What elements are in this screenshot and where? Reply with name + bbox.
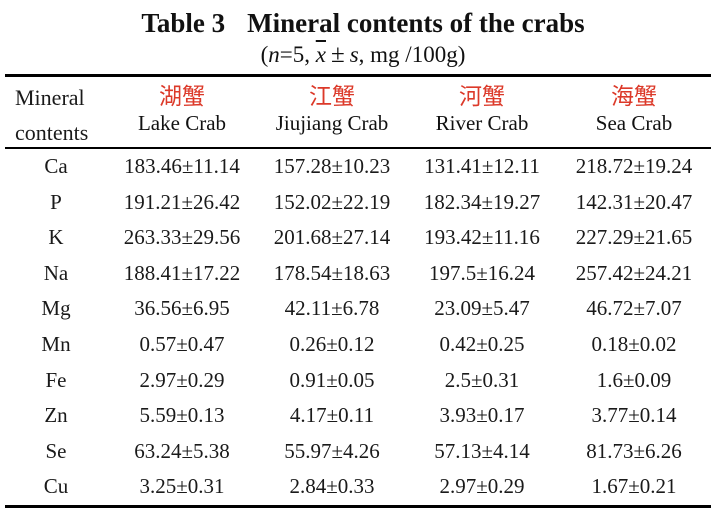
table-title-text: Mineral contents of the crabs — [247, 8, 585, 38]
header-jiujiang-crab-en: Jiujiang Crab — [275, 111, 389, 135]
header-sea-crab-zh: 海蟹 — [611, 84, 657, 109]
value-cell: 3.77±0.14 — [591, 403, 677, 428]
value-cell: 142.31±20.47 — [575, 189, 693, 214]
value-cell: 193.42±11.16 — [424, 225, 540, 250]
value-cell: 3.25±0.31 — [139, 474, 225, 499]
value-cell: 36.56±6.95 — [134, 296, 230, 321]
header-sea-crab-en: Sea Crab — [595, 111, 673, 135]
value-cell: 263.33±29.56 — [123, 225, 241, 250]
value-cell: 152.02±22.19 — [273, 189, 391, 214]
header-river-crab-zh: 河蟹 — [459, 84, 505, 109]
mineral-label: P — [50, 189, 62, 214]
mineral-label: Zn — [44, 403, 68, 428]
subtitle-s-symbol: s — [349, 42, 359, 67]
subtitle-n-value: =5, — [279, 42, 311, 67]
table-row: P 191.21±26.42 152.02±22.19 182.34±19.27 142… — [5, 185, 711, 221]
header-lake-crab-zh: 湖蟹 — [159, 84, 205, 109]
header-mineral-line2: contents — [15, 120, 89, 145]
mineral-label: Ca — [44, 154, 68, 178]
table-row: Cu 3.25±0.31 2.84±0.33 2.97±0.29 1.67±0.21 — [5, 469, 711, 505]
value-cell: 0.18±0.02 — [591, 331, 677, 356]
value-cell: 2.97±0.29 — [439, 474, 525, 499]
value-cell: 2.5±0.31 — [444, 367, 520, 392]
value-cell: 4.17±0.11 — [289, 403, 375, 428]
header-river-crab-en: River Crab — [435, 111, 529, 135]
table-title: Table 3 Mineral contents of the crabs — [0, 6, 726, 40]
table-row: Fe 2.97±0.29 0.91±0.05 2.5±0.31 1.6±0.09 — [5, 363, 711, 399]
value-cell: 218.72±19.24 — [575, 154, 693, 178]
header-jiujiang-crab-zh: 江蟹 — [309, 84, 355, 109]
header-mineral-contents: Mineral contents — [5, 77, 107, 147]
value-cell: 183.46±11.14 — [124, 154, 240, 178]
subtitle-n-symbol: n — [268, 42, 280, 67]
table-row: Se 63.24±5.38 55.97±4.26 57.13±4.14 81.73±6.… — [5, 434, 711, 470]
table-row: K 263.33±29.56 201.68±27.14 193.42±11.16 227… — [5, 220, 711, 256]
top-rule — [5, 74, 711, 77]
table-body: Ca 183.46±11.14 157.28±10.23 131.41±12.11 21… — [5, 149, 711, 505]
value-cell: 0.57±0.47 — [139, 331, 225, 356]
mineral-label: Mg — [41, 296, 71, 321]
value-cell: 5.59±0.13 — [139, 403, 225, 428]
header-lake-crab: 湖蟹 Lake Crab — [107, 77, 257, 147]
value-cell: 3.93±0.17 — [439, 403, 525, 428]
header-rule — [5, 147, 711, 149]
value-cell: 157.28±10.23 — [273, 154, 391, 178]
value-cell: 0.26±0.12 — [289, 331, 375, 356]
table-row: Mn 0.57±0.47 0.26±0.12 0.42±0.25 0.18±0.02 — [5, 327, 711, 363]
value-cell: 178.54±18.63 — [273, 260, 391, 285]
mineral-label: Na — [43, 260, 69, 285]
value-cell: 57.13±4.14 — [434, 438, 530, 463]
value-cell: 55.97±4.26 — [284, 438, 380, 463]
value-cell: 42.11±6.78 — [284, 296, 380, 321]
table-subtitle: (n=5, x ± s, mg /100g) — [0, 38, 726, 72]
mineral-label: Fe — [45, 367, 67, 392]
table-row: Ca 183.46±11.14 157.28±10.23 131.41±12.11 21… — [5, 149, 711, 185]
header-sea-crab: 海蟹 Sea Crab — [557, 77, 711, 147]
header-river-crab: 河蟹 River Crab — [407, 77, 557, 147]
header-lake-crab-en: Lake Crab — [137, 111, 227, 135]
value-cell: 2.84±0.33 — [289, 474, 375, 499]
value-cell: 201.68±27.14 — [273, 225, 391, 250]
subtitle-open-paren: ( — [260, 42, 269, 67]
subtitle-units: , mg /100g) — [358, 42, 466, 67]
value-cell: 227.29±21.65 — [575, 225, 693, 250]
plus-minus-symbol: ± — [330, 41, 345, 68]
table-number: Table 3 — [141, 8, 226, 38]
header-mineral-line1: Mineral — [15, 85, 85, 110]
subtitle-xbar-symbol: x — [315, 42, 326, 67]
value-cell: 0.42±0.25 — [439, 331, 525, 356]
value-cell: 257.42±24.21 — [575, 260, 693, 285]
value-cell: 0.91±0.05 — [289, 367, 375, 392]
value-cell: 46.72±7.07 — [586, 296, 682, 321]
value-cell: 1.67±0.21 — [591, 474, 677, 499]
mineral-label: Cu — [43, 474, 69, 499]
mineral-label: Mn — [41, 331, 71, 356]
value-cell: 188.41±17.22 — [123, 260, 241, 285]
value-cell: 197.5±16.24 — [428, 260, 536, 285]
mineral-contents-table: Mineral contents 湖蟹 Lake Crab 江蟹 Jiujian… — [5, 74, 711, 508]
value-cell: 191.21±26.42 — [123, 189, 241, 214]
value-cell: 1.6±0.09 — [596, 367, 672, 392]
table-row: Zn 5.59±0.13 4.17±0.11 3.93±0.17 3.77±0.14 — [5, 398, 711, 434]
table-header-row: Mineral contents 湖蟹 Lake Crab 江蟹 Jiujian… — [5, 77, 711, 147]
table-row: Mg 36.56±6.95 42.11±6.78 23.09±5.47 46.72±7.… — [5, 291, 711, 327]
value-cell: 2.97±0.29 — [139, 367, 225, 392]
value-cell: 81.73±6.26 — [586, 438, 682, 463]
value-cell: 131.41±12.11 — [424, 154, 540, 178]
mineral-label: K — [48, 225, 64, 250]
mineral-label: Se — [45, 438, 67, 463]
value-cell: 63.24±5.38 — [134, 438, 230, 463]
value-cell: 182.34±19.27 — [423, 189, 541, 214]
table-row: Na 188.41±17.22 178.54±18.63 197.5±16.24 257… — [5, 256, 711, 292]
bottom-rule — [5, 504, 711, 508]
value-cell: 23.09±5.47 — [434, 296, 530, 321]
header-jiujiang-crab: 江蟹 Jiujiang Crab — [257, 77, 407, 147]
